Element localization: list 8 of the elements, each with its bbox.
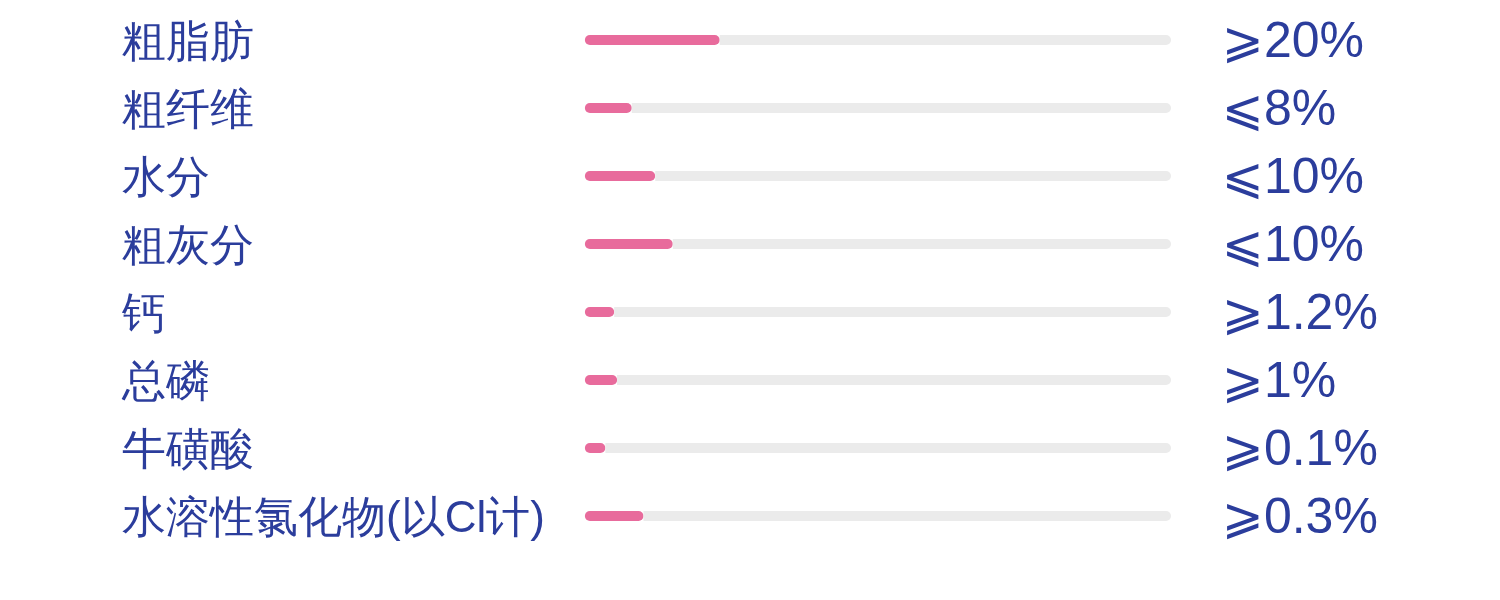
annotation: ⩾1%	[1222, 352, 1337, 408]
annotation: ⩾1.2%	[1222, 284, 1378, 340]
annotation: ⩾20%	[1222, 12, 1364, 68]
annotation: ⩽8%	[1222, 80, 1337, 136]
annotation: ⩾0.3%	[1222, 488, 1378, 544]
annotation: ⩽10%	[1222, 148, 1364, 204]
annotation: ⩽10%	[1222, 216, 1364, 272]
annotation: ⩾0.1%	[1222, 420, 1378, 476]
